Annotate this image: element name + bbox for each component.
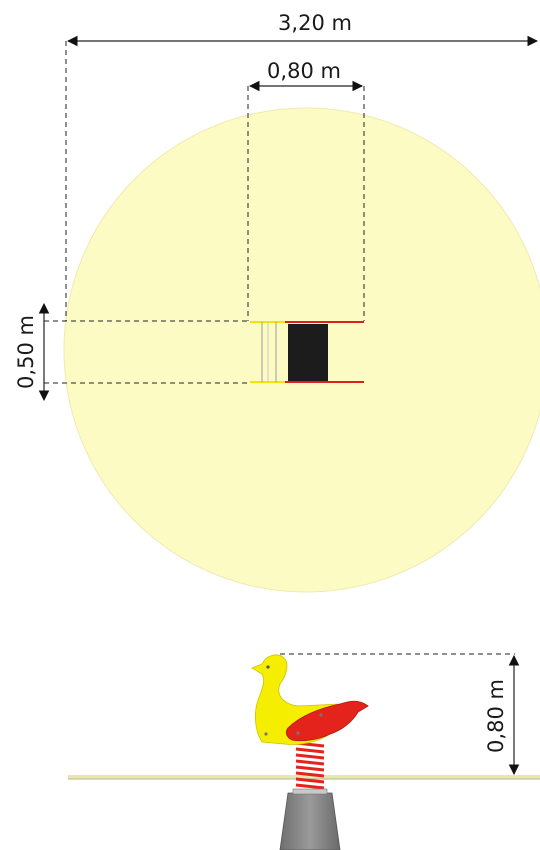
total-width-label: 3,20 m — [278, 11, 352, 35]
duck-wing — [285, 700, 369, 742]
spring — [295, 741, 325, 790]
seat-width-label: 0,80 m — [267, 59, 341, 83]
seat-height-label: 0,80 m — [484, 679, 508, 753]
seat-depth-label: 0,50 m — [14, 315, 38, 389]
ground-line — [68, 775, 540, 779]
concrete-base — [279, 792, 341, 850]
side-view: 0,80 m — [68, 653, 540, 850]
seat-width-dimension: 0,80 m — [247, 59, 365, 321]
total-width-dimension: 3,20 m — [65, 11, 539, 321]
duck-eye — [266, 665, 270, 669]
seat-height-dimension: 0,80 m — [280, 653, 520, 776]
rocker-top-view — [250, 321, 364, 383]
top-view: 3,20 m 0,80 m 0,50 m — [14, 11, 540, 593]
seat-depth-dimension: 0,50 m — [14, 302, 250, 402]
seat-block — [288, 324, 328, 381]
